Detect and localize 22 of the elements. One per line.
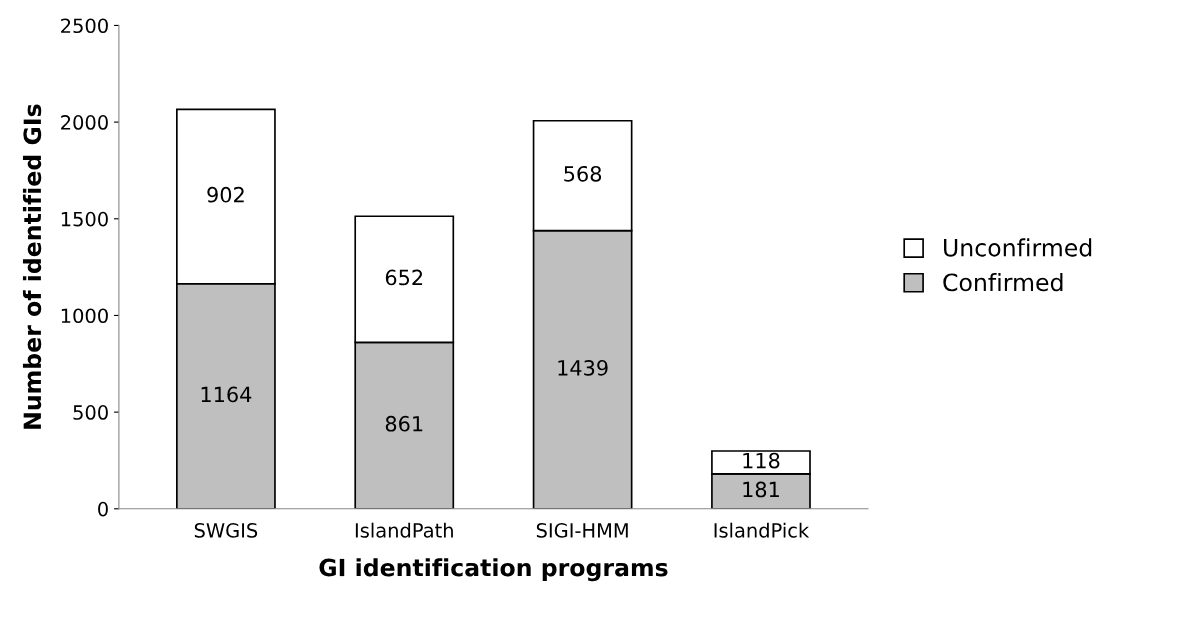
y-tick-label: 1000 <box>61 308 108 324</box>
x-axis-title: GI identification programs <box>319 558 668 582</box>
data-label: 1164 <box>201 386 252 403</box>
data-label: 652 <box>385 269 423 286</box>
y-tick-label: 1500 <box>61 211 108 227</box>
data-label: 902 <box>207 186 244 203</box>
y-tick-label: 0 <box>98 501 108 517</box>
y-axis-title: Number of identified GIs <box>22 104 42 429</box>
y-tick-label: 500 <box>73 405 108 420</box>
data-label: 568 <box>564 165 602 182</box>
y-tick-label: 2500 <box>61 18 108 34</box>
legend-label: Confirmed <box>943 273 1063 292</box>
x-tick-label: IslandPath <box>355 522 453 538</box>
x-tick-label: SIGI-HMM <box>536 523 628 538</box>
y-tick-label: 2000 <box>61 115 108 130</box>
data-label: 118 <box>743 452 780 469</box>
x-tick-label: IslandPick <box>714 522 810 538</box>
data-label: 181 <box>743 481 779 498</box>
data-label: 861 <box>385 415 423 432</box>
data-label: 1439 <box>558 359 608 376</box>
x-tick-label: SWGIS <box>194 523 258 538</box>
legend-label: Unconfirmed <box>944 238 1092 257</box>
